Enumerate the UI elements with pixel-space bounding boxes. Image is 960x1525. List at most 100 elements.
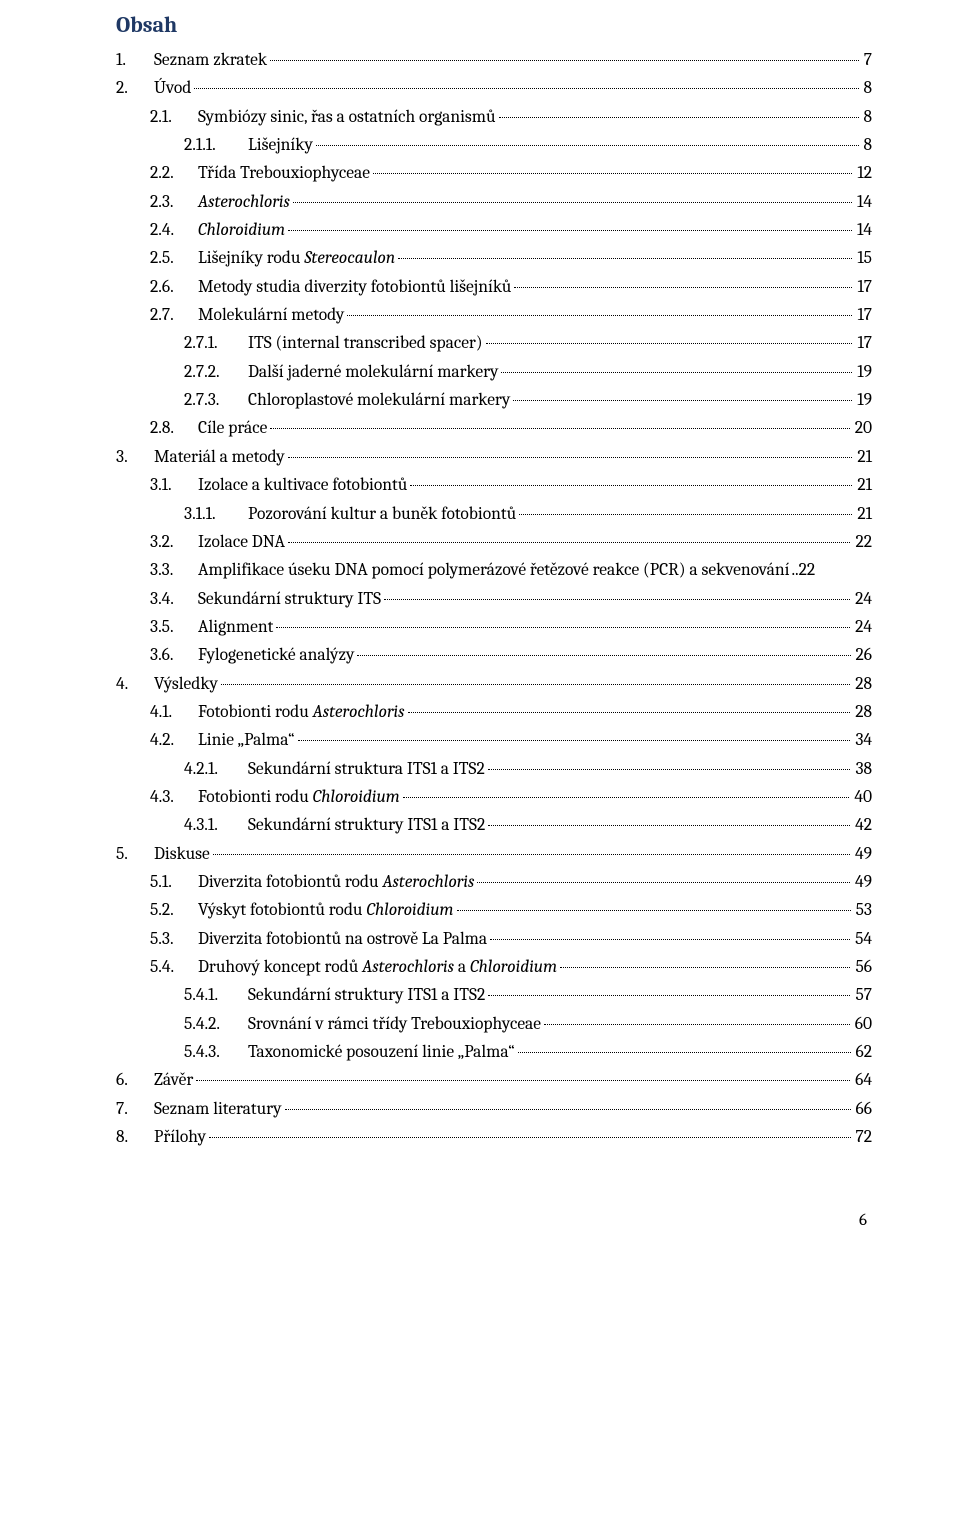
toc-entry-text: Molekulární metody: [198, 305, 344, 325]
toc-entry-label: 3.5.Alignment: [150, 613, 273, 641]
toc-leader: [384, 599, 850, 600]
toc-entry-label: 3.Materiál a metody: [116, 443, 285, 471]
toc-entry-label: 2.3.Asterochloris: [150, 188, 290, 216]
toc-entry: 3.3.Amplifikace úseku DNA pomocí polymer…: [116, 556, 872, 584]
toc-entry-text: Seznam literatury: [154, 1099, 282, 1119]
toc-entry: 5.4.1.Sekundární struktury ITS1 a ITS257: [116, 981, 872, 1009]
toc-entry-number: 1.: [116, 46, 154, 74]
toc-entry-label: 4.Výsledky: [116, 670, 218, 698]
toc-entry-number: 2.3.: [150, 188, 198, 216]
toc-entry-page: 24: [853, 585, 872, 613]
toc-leader: [408, 712, 851, 713]
toc-entry-page: 26: [854, 641, 873, 669]
toc-leader: [490, 939, 850, 940]
toc-entry-label: 5.4.Druhový koncept rodů Asterochloris a…: [150, 953, 557, 981]
toc-entry-page: 38: [853, 755, 872, 783]
toc-leader: [270, 428, 849, 429]
toc-entry-text: Druhový koncept rodů: [198, 957, 362, 977]
toc-leader: [501, 372, 852, 373]
toc-entry-number: 3.: [116, 443, 154, 471]
toc-entry-page: 40: [852, 783, 872, 811]
toc-entry-number: 3.1.: [150, 471, 198, 499]
toc-entry-text: Pozorování kultur a buněk fotobiontů: [248, 504, 516, 524]
toc-entry-label: 4.3.Fotobionti rodu Chloroidium: [150, 783, 400, 811]
toc-entry-text: Seznam zkratek: [154, 50, 267, 70]
toc-entry-page: 56: [853, 953, 872, 981]
toc-entry-text: Izolace a kultivace fotobiontů: [198, 475, 407, 495]
toc-entry-label: 5.Diskuse: [116, 840, 210, 868]
toc-entry: 4.2.1.Sekundární struktura ITS1 a ITS2 38: [116, 755, 872, 783]
toc-entry-number: 4.: [116, 670, 154, 698]
toc-entry-label: 2.8.Cíle práce: [150, 414, 267, 442]
toc-entry-text: Lišejníky rodu: [198, 248, 304, 268]
toc-entry-label: 5.3.Diverzita fotobiontů na ostrově La P…: [150, 925, 487, 953]
toc-entry-page: 62: [854, 1038, 873, 1066]
toc-entry-text: Přílohy: [154, 1127, 206, 1147]
toc-entry-text-italic: Chloroidium: [198, 220, 285, 240]
toc-entry-text: Fotobionti rodu: [198, 787, 313, 807]
toc-entry-text: Metody studia diverzity fotobiontů lišej…: [198, 277, 511, 297]
toc-entry-text: Alignment: [198, 617, 273, 637]
toc-entry-number: 2.2.: [150, 159, 198, 187]
toc-entry: 2.5.Lišejníky rodu Stereocaulon15: [116, 244, 872, 272]
toc-entry: 2.3.Asterochloris14: [116, 188, 872, 216]
toc-entry-page: 64: [853, 1066, 872, 1094]
toc-leader: [410, 485, 852, 486]
toc-entry: 7.Seznam literatury66: [116, 1095, 872, 1123]
toc-entry-text: Sekundární struktury ITS1 a ITS2: [248, 815, 485, 835]
toc-leader: [544, 1024, 850, 1025]
toc-entry: 3.5.Alignment24: [116, 613, 872, 641]
toc-entry-number: 5.4.1.: [184, 981, 248, 1009]
toc-entry-label: 3.6.Fylogenetické analýzy: [150, 641, 354, 669]
toc-entry: 5.2.Výskyt fotobiontů rodu Chloroidium53: [116, 896, 872, 924]
toc-entry-label: 2.1.1.Lišejníky: [184, 131, 313, 159]
toc-entry-number: 2.: [116, 74, 154, 102]
toc-entry: 2.4.Chloroidium14: [116, 216, 872, 244]
toc-entry: 4.Výsledky28: [116, 670, 872, 698]
toc-entry: 5.4.Druhový koncept rodů Asterochloris a…: [116, 953, 872, 981]
toc-entry-text-italic: Chloroidium: [470, 957, 557, 977]
toc-entry-number: 5.4.2.: [184, 1010, 248, 1038]
toc-entry: 2.7.2.Další jaderné molekulární markery 1…: [116, 358, 872, 386]
toc-entry-number: 5.2.: [150, 896, 198, 924]
toc-entry-page: 19: [855, 358, 872, 386]
toc-entry-number: 5.4.: [150, 953, 198, 981]
toc-entry-page: 21: [855, 471, 872, 499]
toc-leader: [298, 740, 851, 741]
toc-entry-number: 3.1.1.: [184, 500, 248, 528]
toc-entry-number: 4.3.1.: [184, 811, 248, 839]
toc-entry: 4.3.Fotobionti rodu Chloroidium 40: [116, 783, 872, 811]
toc-leader: [488, 995, 850, 996]
toc-leader: [194, 88, 858, 89]
toc-entry-number: 2.1.1.: [184, 131, 248, 159]
toc-entry: 5.3.Diverzita fotobiontů na ostrově La P…: [116, 925, 872, 953]
toc-entry-label: 5.4.2.Srovnání v rámci třídy Trebouxioph…: [184, 1010, 541, 1038]
toc-entry-number: 2.7.2.: [184, 358, 248, 386]
toc-entry-number: 2.5.: [150, 244, 198, 272]
toc-entry: 5.4.3.Taxonomické posouzení linie „Palma…: [116, 1038, 872, 1066]
toc-entry-text: Lišejníky: [248, 135, 313, 155]
toc-entry: 2.7.Molekulární metody17: [116, 301, 872, 329]
toc-entry-label: 4.2.1.Sekundární struktura ITS1 a ITS2: [184, 755, 485, 783]
toc-entry-page: 60: [853, 1010, 872, 1038]
toc-entry-page: 21: [855, 500, 872, 528]
toc-entry: 2.1.1.Lišejníky 8: [116, 131, 872, 159]
toc-leader: [270, 60, 859, 61]
toc-entry-label: 2.2.Třída Trebouxiophyceae: [150, 159, 370, 187]
toc-entry: 5.1.Diverzita fotobiontů rodu Asterochlo…: [116, 868, 872, 896]
toc-entry-text: Srovnání v rámci třídy Trebouxiophyceae: [248, 1014, 541, 1034]
toc-entry-label: 3.4.Sekundární struktury ITS: [150, 585, 381, 613]
toc-entry-text: Fotobionti rodu: [198, 702, 313, 722]
toc-leader: [488, 825, 850, 826]
toc-entry: 8.Přílohy72: [116, 1123, 872, 1151]
toc-entry-text: Další jaderné molekulární markery: [248, 362, 498, 382]
toc-entry-label: 3.1.1.Pozorování kultur a buněk fotobion…: [184, 500, 516, 528]
toc-entry-label: 8.Přílohy: [116, 1123, 206, 1151]
toc-entry-text: Fylogenetické analýzy: [198, 645, 354, 665]
toc-leader: [373, 173, 852, 174]
toc-entry-page: 8: [862, 131, 873, 159]
toc-entry-number: 2.6.: [150, 273, 198, 301]
toc-entry-text-italic: Asterochloris: [198, 192, 290, 212]
toc-entry: 4.3.1.Sekundární struktury ITS1 a ITS242: [116, 811, 872, 839]
toc-entry-page: 17: [855, 273, 872, 301]
